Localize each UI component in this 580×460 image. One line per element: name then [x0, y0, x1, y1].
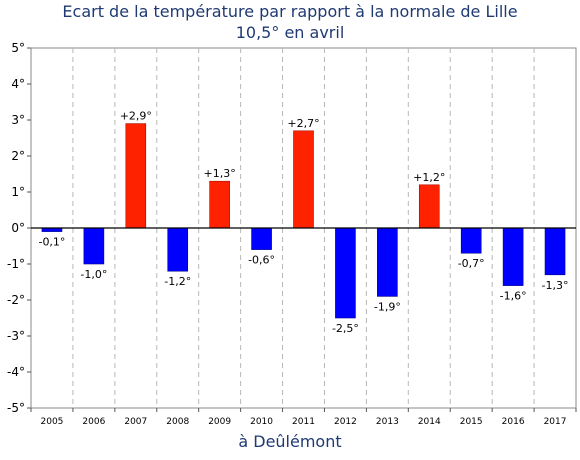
x-tick-label: 2016: [502, 417, 525, 427]
bar-2014: [418, 184, 440, 229]
chart-subtitle: 10,5° en avril: [235, 23, 345, 42]
data-label-2016: -1,6°: [500, 290, 527, 303]
bar-2011: [293, 130, 314, 229]
x-tick-label: 2008: [166, 417, 189, 427]
data-label-2006: -1,0°: [80, 268, 107, 281]
data-label-2015: -0,7°: [458, 257, 485, 270]
y-tick-label: 3°: [11, 113, 25, 127]
bar-2006: [83, 227, 105, 265]
y-tick-label: 4°: [11, 77, 25, 91]
y-tick-label: -4°: [7, 365, 25, 379]
bar-2008: [167, 227, 189, 272]
x-tick-label: 2006: [82, 417, 105, 427]
bar-2013: [377, 227, 398, 297]
y-tick-label: -5°: [7, 401, 25, 415]
y-tick-label: 5°: [11, 41, 25, 55]
x-tick-label: 2012: [334, 417, 357, 427]
bar-2016: [502, 227, 524, 286]
y-tick-label: 2°: [11, 149, 25, 163]
bar-2017: [544, 227, 566, 276]
x-tick-label: 2011: [292, 417, 315, 427]
y-tick-label: 0°: [11, 221, 25, 235]
data-label-2012: -2,5°: [332, 322, 359, 335]
x-tick-label: 2010: [250, 417, 273, 427]
data-label-2009: +1,3°: [204, 167, 236, 180]
bar-2015: [460, 227, 482, 254]
bar-2012: [335, 227, 356, 319]
data-label-2010: -0,6°: [248, 254, 275, 267]
x-tick-label: 2009: [208, 417, 231, 427]
y-tick-label: -2°: [7, 293, 25, 307]
y-tick-label: -1°: [7, 257, 25, 271]
y-tick-label: -3°: [7, 329, 25, 343]
data-label-2014: +1,2°: [413, 171, 445, 184]
bar-2010: [251, 227, 272, 250]
data-label-2017: -1,3°: [542, 279, 569, 292]
x-axis-label: à Deûlémont: [238, 432, 342, 451]
chart-title: Ecart de la température par rapport à la…: [62, 2, 518, 21]
x-tick-label: 2014: [418, 417, 441, 427]
data-label-2013: -1,9°: [374, 300, 401, 313]
x-tick-label: 2013: [376, 417, 399, 427]
x-tick-label: 2017: [544, 417, 567, 427]
data-label-2008: -1,2°: [164, 275, 191, 288]
chart-header: Ecart de la température par rapport à la…: [0, 0, 580, 43]
data-label-2007: +2,9°: [120, 110, 152, 123]
data-label-2005: -0,1°: [38, 236, 65, 249]
x-tick-label: 2007: [124, 417, 147, 427]
y-tick-label: 1°: [11, 185, 25, 199]
x-tick-label: 2005: [41, 417, 64, 427]
data-label-2011: +2,7°: [287, 117, 319, 130]
x-tick-label: 2015: [460, 417, 483, 427]
bar-2009: [209, 180, 230, 229]
bar-2007: [125, 123, 147, 229]
